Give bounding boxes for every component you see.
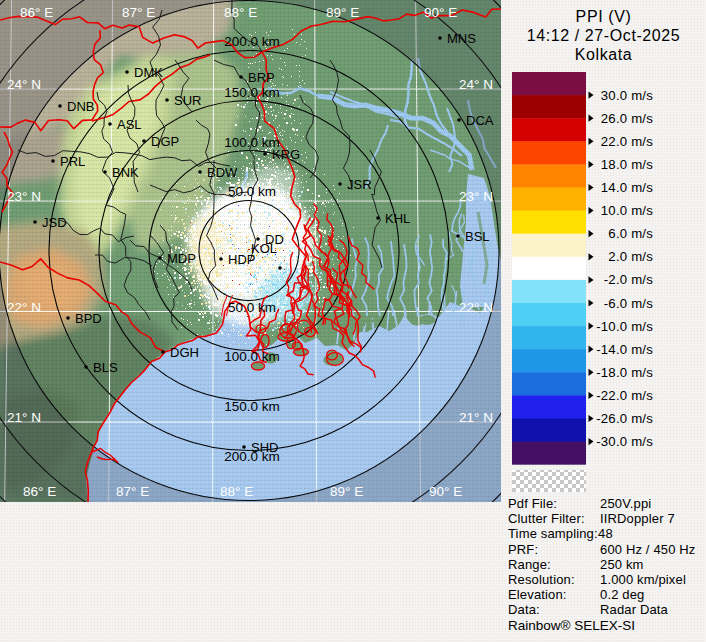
svg-text:DMK: DMK [134,65,163,80]
svg-text:90° E: 90° E [429,484,462,499]
svg-text:IIRDoppler 7: IIRDoppler 7 [600,511,675,526]
svg-text:Pdf File:: Pdf File: [508,496,557,511]
svg-text:DNB: DNB [67,99,94,114]
svg-text:KRG: KRG [272,147,300,162]
svg-text:MNS: MNS [447,31,476,46]
svg-text:150.0 km: 150.0 km [224,85,280,100]
svg-text:Time sampling:: Time sampling: [508,526,598,541]
svg-text:1.000 km/pixel: 1.000 km/pixel [600,572,686,587]
svg-text:ASL: ASL [117,117,142,132]
svg-text:-18.0 m/s: -18.0 m/s [596,365,653,380]
svg-text:24° N: 24° N [7,77,41,92]
svg-text:BDW: BDW [207,165,238,180]
svg-text:86° E: 86° E [23,484,56,499]
svg-text:DGP: DGP [151,134,179,149]
svg-text:22° N: 22° N [7,300,41,315]
svg-text:24° N: 24° N [459,77,493,92]
svg-text:26.0 m/s: 26.0 m/s [601,111,653,126]
svg-text:250V.ppi: 250V.ppi [600,496,651,511]
svg-text:-6.0 m/s: -6.0 m/s [604,296,653,311]
svg-text:14.0 m/s: 14.0 m/s [601,180,653,195]
svg-text:PRL: PRL [60,154,85,169]
svg-text:30.0 m/s: 30.0 m/s [601,88,653,103]
svg-text:87° E: 87° E [116,484,149,499]
svg-text:89° E: 89° E [330,484,363,499]
svg-text:BRP: BRP [248,70,275,85]
svg-text:Resolution:: Resolution: [508,572,575,587]
svg-text:PRF:: PRF: [508,542,538,557]
svg-text:DGH: DGH [170,345,199,360]
svg-text:DCA: DCA [466,113,494,128]
svg-text:Data:: Data: [508,602,540,617]
svg-text:JSR: JSR [347,177,372,192]
svg-text:SHD: SHD [251,440,278,455]
svg-text:2.0 m/s: 2.0 m/s [608,249,653,264]
svg-text:PPI (V): PPI (V) [576,8,632,25]
svg-text:JSD: JSD [42,215,67,230]
svg-text:Elevation:: Elevation: [508,587,567,602]
svg-text:200.0 km: 200.0 km [224,34,280,49]
svg-text:MDP: MDP [167,251,196,266]
svg-text:0.2 deg: 0.2 deg [600,587,644,602]
svg-text:50.0 km: 50.0 km [228,184,276,199]
svg-text:90° E: 90° E [424,5,457,20]
svg-text:22° N: 22° N [459,300,493,315]
svg-text:KOL: KOL [251,241,277,256]
svg-text:Clutter Filter:: Clutter Filter: [508,511,585,526]
svg-text:-14.0 m/s: -14.0 m/s [596,342,653,357]
svg-text:21° N: 21° N [459,410,493,425]
svg-text:87° E: 87° E [122,5,155,20]
svg-text:86° E: 86° E [20,5,53,20]
svg-text:6.0 m/s: 6.0 m/s [608,226,653,241]
svg-text:Range:: Range: [508,557,551,572]
svg-text:BSL: BSL [465,229,490,244]
svg-text:-26.0 m/s: -26.0 m/s [596,411,653,426]
svg-text:50.0 km: 50.0 km [228,300,276,315]
svg-text:Radar Data: Radar Data [600,602,669,617]
svg-text:100.0 km: 100.0 km [224,349,280,364]
svg-text:KHL: KHL [385,211,410,226]
svg-text:-22.0 m/s: -22.0 m/s [596,388,653,403]
svg-text:-30.0 m/s: -30.0 m/s [596,434,653,449]
svg-text:89° E: 89° E [326,5,359,20]
svg-text:21° N: 21° N [7,410,41,425]
svg-text:88° E: 88° E [220,484,253,499]
svg-text:14:12 / 27-Oct-2025: 14:12 / 27-Oct-2025 [527,27,681,44]
svg-text:BPD: BPD [75,311,102,326]
svg-text:18.0 m/s: 18.0 m/s [601,157,653,172]
svg-text:-2.0 m/s: -2.0 m/s [604,272,653,287]
svg-text:BLS: BLS [93,360,118,375]
svg-text:150.0 km: 150.0 km [224,399,280,414]
svg-text:23° N: 23° N [459,189,493,204]
svg-text:Kolkata: Kolkata [575,46,633,63]
svg-text:Rainbow® SELEX-SI: Rainbow® SELEX-SI [508,618,635,633]
svg-text:600 Hz / 450 Hz: 600 Hz / 450 Hz [600,542,695,557]
svg-text:22.0 m/s: 22.0 m/s [601,134,653,149]
svg-text:10.0 m/s: 10.0 m/s [601,203,653,218]
svg-text:-10.0 m/s: -10.0 m/s [596,319,653,334]
svg-text:23° N: 23° N [7,189,41,204]
svg-text:SUR: SUR [174,93,201,108]
svg-text:48: 48 [598,526,613,541]
svg-text:BNK: BNK [112,165,139,180]
svg-text:88° E: 88° E [224,5,257,20]
svg-text:250 km: 250 km [600,557,644,572]
